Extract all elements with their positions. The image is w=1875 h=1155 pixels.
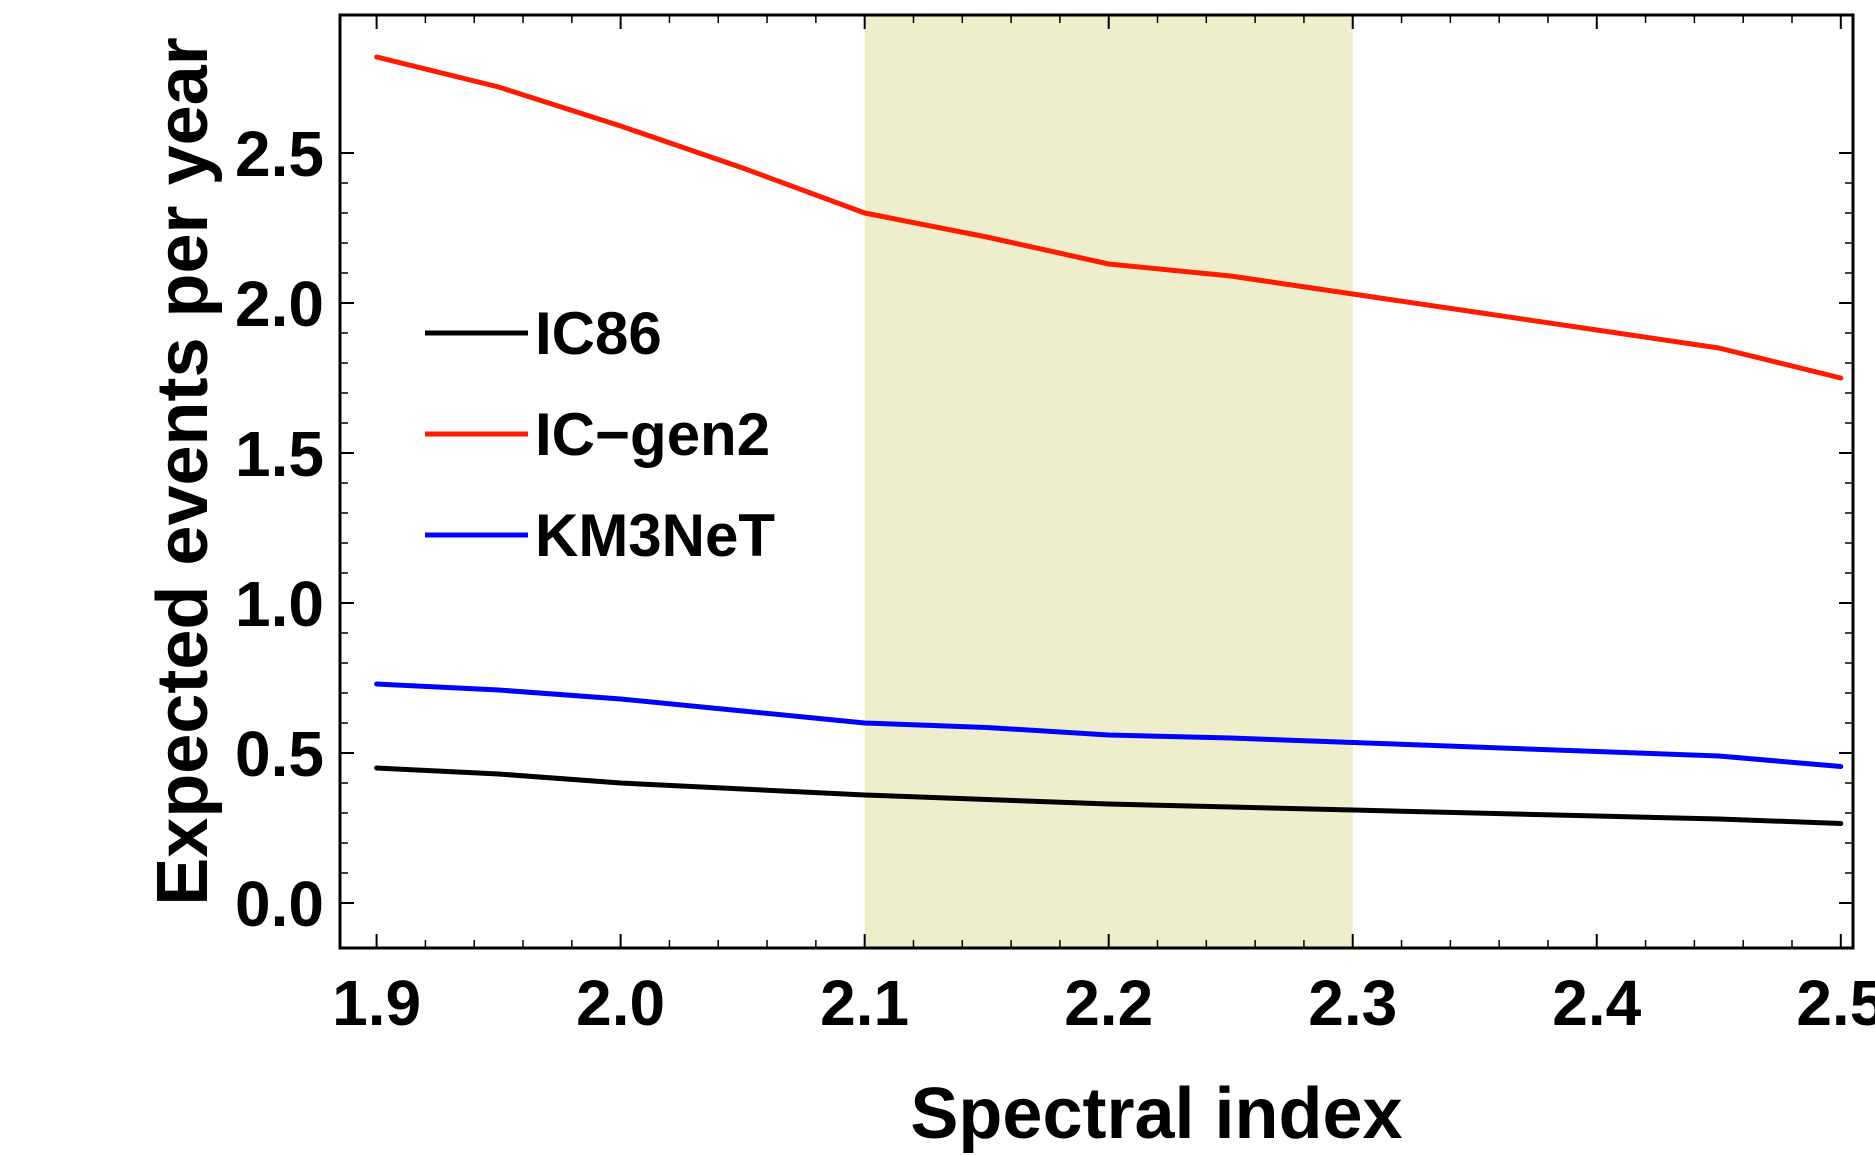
y-tick-label: 1.0 xyxy=(235,568,324,640)
legend-label: KM3NeT xyxy=(535,502,775,569)
x-tick-label: 2.4 xyxy=(1552,967,1641,1039)
series-line-ic86 xyxy=(374,765,1844,826)
legend-label: IC−gen2 xyxy=(535,401,770,468)
series-line-ic-gen2 xyxy=(374,54,1844,381)
y-tick-label: 2.5 xyxy=(235,118,324,190)
x-axis-title: Spectral index xyxy=(910,1074,1402,1154)
y-tick-label: 0.5 xyxy=(235,718,324,790)
x-tick-label: 2.5 xyxy=(1796,967,1875,1039)
y-axis-title: Expected events per year xyxy=(143,37,223,905)
legend: IC86 IC−gen2 KM3NeT xyxy=(425,300,775,569)
shaded-region-layer xyxy=(864,15,1353,948)
series-line-km3net xyxy=(374,681,1844,769)
series-layer xyxy=(374,54,1844,826)
tick-labels-layer: 1.9 2.0 2.1 2.2 2.3 2.4 2.5 0.0 0.5 1.0 1.5 2.0 2.5 xyxy=(235,118,1875,1039)
x-tick-label: 2.3 xyxy=(1308,967,1397,1039)
y-tick-label: 1.5 xyxy=(235,418,324,490)
x-tick-label: 1.9 xyxy=(332,967,421,1039)
x-tick-label: 2.1 xyxy=(820,967,909,1039)
shaded-region xyxy=(864,15,1353,948)
y-tick-label: 2.0 xyxy=(235,268,324,340)
plot-frame xyxy=(338,13,1855,950)
legend-label: IC86 xyxy=(535,300,662,367)
x-tick-label: 2.0 xyxy=(576,967,665,1039)
x-tick-label: 2.2 xyxy=(1064,967,1153,1039)
y-tick-label: 0.0 xyxy=(235,868,324,940)
